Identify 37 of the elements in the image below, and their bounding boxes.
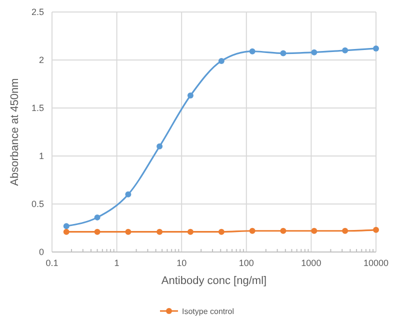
legend-label: Isotype control	[182, 307, 234, 316]
x-tick-label: 1	[114, 258, 120, 268]
point	[342, 47, 348, 54]
point	[94, 214, 100, 220]
point	[280, 228, 286, 234]
point	[187, 92, 194, 99]
y-tick-label: 2	[38, 55, 44, 65]
y-tick-label: 1	[38, 151, 44, 161]
point	[125, 191, 132, 198]
point	[125, 228, 132, 235]
point	[311, 49, 318, 56]
point	[311, 228, 318, 234]
point	[156, 143, 163, 150]
x-tick-label: 10	[176, 258, 187, 268]
point	[373, 45, 379, 52]
x-axis-title: Antibody conc [ng/ml]	[161, 275, 267, 287]
y-tick-label: 0	[38, 247, 44, 257]
y-tick-label: 2.5	[31, 7, 44, 17]
x-tick-label: 1000	[301, 258, 322, 268]
point	[218, 58, 224, 64]
y-tick-label: 0.5	[31, 199, 44, 209]
x-tick-label: 0.1	[46, 258, 58, 268]
point	[373, 226, 379, 233]
point	[218, 228, 224, 235]
point	[94, 228, 100, 235]
point	[249, 48, 256, 54]
point	[187, 228, 194, 235]
point	[63, 228, 70, 235]
x-tick-label: 100	[238, 258, 254, 268]
point	[156, 228, 163, 235]
y-axis-title: Absorbance at 450nm	[9, 78, 21, 186]
x-tick-label: 10000	[363, 258, 389, 268]
point	[280, 50, 286, 56]
y-tick-label: 1.5	[31, 103, 44, 113]
point	[249, 228, 256, 234]
point	[63, 223, 70, 230]
point	[342, 228, 348, 234]
